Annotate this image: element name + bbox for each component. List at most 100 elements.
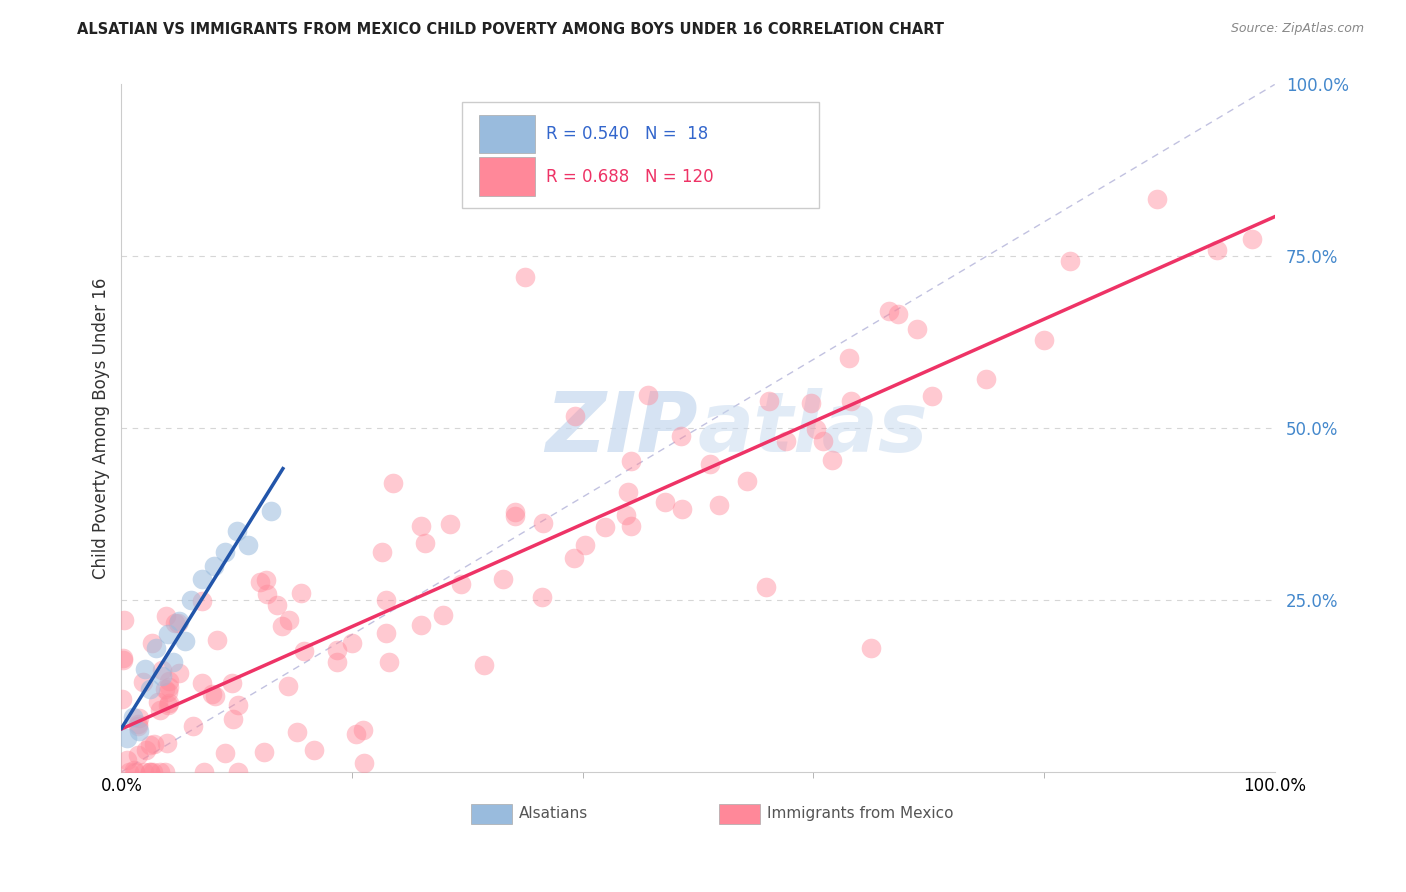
Point <box>254 573 277 587</box>
Point <box>205 633 228 648</box>
Point <box>115 731 138 745</box>
Point <box>887 307 910 321</box>
Point <box>278 613 301 627</box>
Point <box>222 712 245 726</box>
Point <box>149 764 172 779</box>
Point <box>155 608 177 623</box>
Point <box>214 545 236 559</box>
Point <box>201 687 224 701</box>
Point <box>374 626 396 640</box>
Point <box>112 653 135 667</box>
Point <box>256 587 278 601</box>
Point <box>1033 333 1056 347</box>
Point <box>226 764 249 779</box>
Point <box>180 593 202 607</box>
FancyBboxPatch shape <box>479 157 536 196</box>
Point <box>118 764 141 779</box>
Point <box>134 764 156 779</box>
Point <box>352 723 374 738</box>
Point <box>277 679 299 693</box>
Text: R = 0.688   N = 120: R = 0.688 N = 120 <box>546 169 713 186</box>
Point <box>326 655 349 669</box>
Point <box>620 519 643 533</box>
Point <box>191 573 214 587</box>
Point <box>492 573 515 587</box>
Point <box>122 710 145 724</box>
Point <box>432 608 454 623</box>
Point <box>128 723 150 738</box>
Point <box>595 520 617 534</box>
Point <box>142 764 165 779</box>
Point <box>292 644 315 658</box>
Text: Immigrants from Mexico: Immigrants from Mexico <box>768 805 953 821</box>
Point <box>157 674 180 689</box>
Point <box>252 745 274 759</box>
Point <box>699 457 721 471</box>
Point <box>139 682 162 697</box>
Point <box>111 650 134 665</box>
Point <box>564 409 586 424</box>
Point <box>775 434 797 448</box>
Point <box>145 641 167 656</box>
Point <box>163 615 186 630</box>
Point <box>127 747 149 762</box>
FancyBboxPatch shape <box>461 102 820 208</box>
Point <box>921 389 943 403</box>
Point <box>204 689 226 703</box>
Point <box>1146 192 1168 206</box>
Point <box>139 764 162 779</box>
Point <box>860 641 883 656</box>
Point <box>143 737 166 751</box>
Point <box>156 736 179 750</box>
Point <box>413 536 436 550</box>
Point <box>838 351 860 366</box>
Point <box>150 669 173 683</box>
Point <box>811 434 834 448</box>
Point <box>157 698 180 712</box>
Point <box>513 269 536 284</box>
Text: ZIP: ZIP <box>546 388 697 468</box>
Point <box>157 680 180 694</box>
Point <box>127 717 149 731</box>
Point <box>153 681 176 696</box>
Point <box>371 544 394 558</box>
Point <box>531 516 554 530</box>
Point <box>302 743 325 757</box>
Point <box>167 665 190 680</box>
Point <box>128 711 150 725</box>
Point <box>115 753 138 767</box>
Point <box>574 538 596 552</box>
Point <box>166 616 188 631</box>
FancyBboxPatch shape <box>479 115 536 153</box>
Point <box>162 655 184 669</box>
Point <box>375 593 398 607</box>
Point <box>800 396 823 410</box>
Point <box>191 676 214 690</box>
Text: atlas: atlas <box>697 388 929 468</box>
Point <box>228 698 250 712</box>
Point <box>326 642 349 657</box>
Point <box>503 505 526 519</box>
Point <box>755 580 778 594</box>
Point <box>127 718 149 732</box>
Point <box>290 586 312 600</box>
Point <box>381 476 404 491</box>
Point <box>564 551 586 566</box>
Point <box>173 634 195 648</box>
Text: ALSATIAN VS IMMIGRANTS FROM MEXICO CHILD POVERTY AMONG BOYS UNDER 16 CORRELATION: ALSATIAN VS IMMIGRANTS FROM MEXICO CHILD… <box>77 22 945 37</box>
Point <box>153 764 176 779</box>
Point <box>157 685 180 699</box>
Point <box>191 594 214 608</box>
Point <box>112 613 135 627</box>
Point <box>156 627 179 641</box>
Point <box>839 393 862 408</box>
Point <box>138 738 160 752</box>
Point <box>124 764 146 779</box>
FancyBboxPatch shape <box>718 804 761 823</box>
Point <box>221 676 243 690</box>
Point <box>146 695 169 709</box>
Point <box>616 508 638 523</box>
Point <box>139 764 162 779</box>
Point <box>141 636 163 650</box>
Point <box>353 756 375 771</box>
